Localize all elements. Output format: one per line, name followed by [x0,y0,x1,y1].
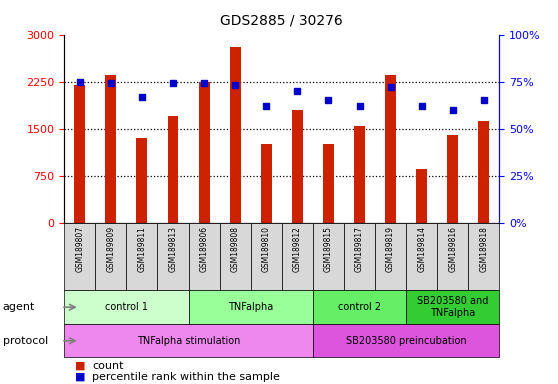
Text: GSM189811: GSM189811 [137,226,146,272]
Bar [64,290,189,324]
Text: GSM189818: GSM189818 [479,226,488,272]
Bar [126,223,157,290]
Bar [406,290,499,324]
Bar [385,75,396,223]
Bar [189,223,220,290]
Bar [313,290,406,324]
Bar [344,223,375,290]
Bar [323,144,334,223]
Bar [354,126,365,223]
Bar [74,85,85,223]
Text: GSM189810: GSM189810 [262,226,271,272]
Bar [251,223,282,290]
Bar [199,82,209,223]
Text: SB203580 preincubation: SB203580 preincubation [346,336,466,346]
Bar [137,138,147,223]
Text: GSM189807: GSM189807 [75,226,84,272]
Text: GSM189815: GSM189815 [324,226,333,272]
Text: count: count [92,361,123,371]
Bar [313,223,344,290]
Bar [189,290,313,324]
Bar [468,223,499,290]
Bar [437,223,468,290]
Text: GSM189814: GSM189814 [417,226,426,272]
Text: percentile rank within the sample: percentile rank within the sample [92,372,280,382]
Text: GSM189817: GSM189817 [355,226,364,272]
Bar [220,223,251,290]
Text: GSM189812: GSM189812 [293,226,302,272]
Bar [416,169,427,223]
Text: GDS2885 / 30276: GDS2885 / 30276 [220,13,343,27]
Text: control 2: control 2 [338,302,381,312]
Bar [64,223,95,290]
Bar [64,324,313,357]
Bar [406,223,437,290]
Text: control 1: control 1 [105,302,148,312]
Bar [375,223,406,290]
Bar [292,110,303,223]
Bar [230,47,240,223]
Bar [448,135,458,223]
Text: GSM189816: GSM189816 [448,226,457,272]
Text: agent: agent [3,302,35,312]
Text: GSM189808: GSM189808 [230,226,239,272]
Text: ■: ■ [75,361,86,371]
Bar [105,75,116,223]
Bar [282,223,313,290]
Bar [313,324,499,357]
Text: protocol: protocol [3,336,48,346]
Bar [478,121,489,223]
Bar [167,116,179,223]
Text: TNFalpha stimulation: TNFalpha stimulation [137,336,240,346]
Bar [261,144,272,223]
Text: GSM189806: GSM189806 [200,226,209,272]
Text: ■: ■ [75,372,86,382]
Text: TNFalpha: TNFalpha [228,302,273,312]
Text: GSM189813: GSM189813 [169,226,177,272]
Bar [157,223,189,290]
Text: SB203580 and
TNFalpha: SB203580 and TNFalpha [417,296,488,318]
Text: GSM189809: GSM189809 [107,226,116,272]
Text: GSM189819: GSM189819 [386,226,395,272]
Bar [95,223,126,290]
